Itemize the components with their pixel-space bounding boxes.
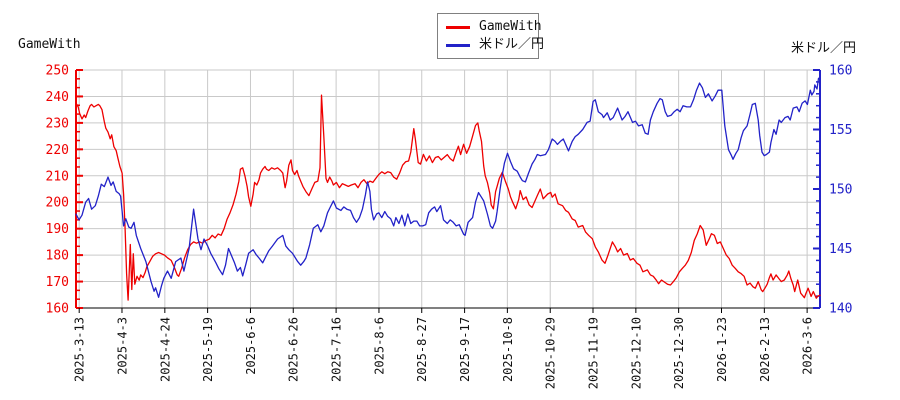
right-axis-tick-label: 140: [829, 302, 852, 317]
right-axis-tick-label: 155: [829, 123, 852, 138]
left-axis-ticks: 160 170 180 190 200 210 220 230 240 250: [46, 64, 83, 317]
x-axis-tick-label: 2025-7-16: [330, 317, 344, 382]
legend-item-gamewith: GameWith: [446, 18, 542, 36]
x-axis-tick-label: 2025-9-17: [458, 317, 472, 382]
series-layer: [75, 77, 821, 301]
left-axis-tick-label: 200: [46, 196, 69, 211]
left-axis-tick-label: 190: [46, 222, 69, 237]
axes-layer: [75, 70, 821, 309]
x-axis-tick-label: 2025-6-6: [244, 317, 258, 375]
legend-label: 米ドル／円: [479, 37, 545, 52]
right-axis-ticks: 140 145 150 155 160: [813, 64, 852, 317]
left-axis-tick-label: 250: [46, 64, 69, 79]
series-line-gamewith: [75, 94, 821, 301]
x-axis-tick-label: 2025-12-10: [629, 317, 643, 389]
x-axis-tick-label: 2026-3-6: [801, 317, 815, 375]
legend: GameWith 米ドル／円: [437, 13, 544, 59]
grid-layer: [76, 69, 820, 308]
x-axis-tick-label: 2025-6-26: [287, 317, 301, 382]
x-axis-tick-label: 2025-8-6: [372, 317, 386, 375]
left-axis-tick-label: 220: [46, 143, 69, 158]
right-axis-tick-label: 150: [829, 183, 852, 198]
x-axis-tick-label: 2026-1-23: [715, 317, 729, 382]
left-axis-tick-label: 160: [46, 302, 69, 317]
x-axis-tick-label: 2026-2-13: [758, 317, 772, 382]
series-line-usdjpy: [75, 77, 821, 298]
x-axis-tick-label: 2025-10-8: [501, 317, 515, 382]
blue-line-swatch-icon: [446, 43, 470, 47]
x-axis-tick-label: 2025-5-19: [201, 317, 215, 382]
right-axis-tick-label: 145: [829, 242, 852, 257]
x-axis-ticks: 2025-3-13 2025-4-3 2025-4-24 2025-5-19 2025-…: [73, 308, 815, 389]
right-axis-title: 米ドル／円: [790, 41, 856, 56]
x-axis-tick-label: 2025-4-3: [115, 317, 129, 375]
legend-item-usdjpy: 米ドル／円: [446, 36, 544, 54]
x-axis-tick-label: 2025-10-29: [544, 317, 558, 389]
left-axis-tick-label: 240: [46, 90, 69, 105]
left-axis-tick-label: 170: [46, 275, 69, 290]
right-axis-tick-label: 160: [829, 64, 852, 79]
red-line-swatch-icon: [446, 25, 470, 29]
left-axis-tick-label: 230: [46, 116, 69, 131]
left-axis-tick-label: 180: [46, 249, 69, 264]
left-axis-title: GameWith: [18, 37, 81, 52]
x-axis-tick-label: 2025-8-27: [415, 317, 429, 382]
x-axis-tick-label: 2025-11-19: [587, 317, 601, 389]
left-axis-tick-label: 210: [46, 169, 69, 184]
x-axis-tick-label: 2025-3-13: [73, 317, 87, 382]
x-axis-tick-label: 2025-4-24: [158, 317, 172, 382]
legend-label: GameWith: [479, 19, 542, 34]
x-axis-tick-label: 2025-12-30: [672, 317, 686, 389]
